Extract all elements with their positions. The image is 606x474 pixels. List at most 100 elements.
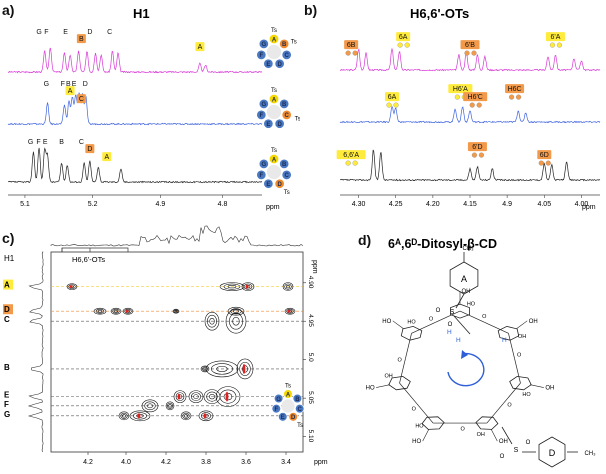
peak-label: 6A [388, 94, 397, 101]
peak-marker-dot [516, 94, 522, 100]
panel-c-left-projection [27, 251, 44, 453]
bond [422, 429, 430, 442]
peak-label: 6B [347, 42, 356, 49]
peak-marker-dot [549, 42, 555, 48]
peak-label-box [336, 150, 366, 160]
contour-ring [204, 311, 220, 331]
peak-label: 6'D [472, 144, 482, 151]
proton-label: H [502, 337, 507, 344]
glucose-unit [292, 393, 303, 404]
peak-label-box [76, 34, 86, 44]
tosyl-label: Ts [271, 148, 277, 154]
peak-label-box [467, 142, 487, 152]
peak-marker-dot [454, 94, 460, 100]
contour-ring [216, 365, 228, 372]
glucose-unit-label: G [262, 42, 267, 48]
peak-label: G [36, 29, 41, 36]
peak-label: A [68, 88, 73, 95]
peak-marker-dot [386, 102, 392, 108]
peak-label: 6,6'A [343, 152, 359, 159]
row-label: B [4, 363, 10, 372]
row-label: A [4, 281, 10, 290]
contour-ring [241, 282, 255, 291]
bond [530, 384, 544, 388]
oxygen-label: O [526, 440, 531, 446]
pyranose-ring [475, 416, 499, 430]
hydroxyl-label: HO [522, 392, 531, 398]
bond [490, 429, 498, 442]
contour-ring [141, 399, 159, 413]
spectrum-trace-middle [7, 92, 263, 126]
contour-ring [232, 316, 240, 326]
hydroxyl-label: OH [499, 439, 508, 445]
glycosidic-oxygen: O [412, 406, 417, 412]
glucose-unit-label: D [277, 182, 282, 188]
bond [399, 382, 417, 404]
peak-label: E [72, 81, 77, 88]
contour-ring [68, 284, 76, 289]
contour-ring [205, 360, 239, 378]
scheme-core [266, 164, 282, 180]
peak-label: G [44, 81, 49, 88]
y-tick-label: 4.90 [307, 276, 314, 289]
glucose-unit-label: A [272, 157, 277, 163]
glucose-unit-label: A [286, 392, 291, 398]
ring-a-label: A [461, 274, 467, 284]
peak-marker-dot [509, 94, 515, 100]
contour-ring [114, 309, 118, 313]
tick-label: 4.9 [156, 201, 166, 208]
contour-ring [211, 363, 233, 375]
glucose-unit [263, 58, 274, 69]
peak-label: D [83, 81, 88, 88]
contour-ring [66, 283, 78, 290]
glucose-unit [281, 49, 292, 60]
contour-ring [229, 312, 243, 330]
panel-a-axis: 5.1 5.2 4.9 4.8 [8, 194, 262, 208]
peak-label: C [107, 29, 112, 36]
scheme-1: A Ts BC Ts D EFG [256, 88, 300, 129]
peak-label: H6'C [468, 94, 483, 101]
glucose-unit-label: C [285, 53, 290, 59]
glucose-unit-label: B [295, 397, 300, 403]
peak-label-box [76, 94, 86, 104]
contour-ring [284, 307, 296, 315]
oxygen-label: O [500, 454, 505, 460]
panel-c-top-projection [50, 225, 304, 247]
tick-label: 4.8 [218, 201, 228, 208]
contour-ring [133, 412, 147, 420]
tick-label: 5.1 [20, 201, 30, 208]
peak-label: D [87, 29, 92, 36]
peak-label-box [102, 152, 112, 162]
left-projection-trace [27, 251, 44, 453]
glucose-unit [279, 38, 290, 49]
panel-b-chart: H6,6'-OTs 6B 6A 6'B 6'A 6A H6'AH6'C H6C 6,6'A 6'… [336, 6, 601, 211]
peak-marker-dot [393, 102, 399, 108]
row-label: D [4, 305, 10, 314]
glucose-unit-label: A [272, 37, 277, 43]
hydroxyl-label: HO [407, 319, 416, 325]
hydroxyl-label: HO [366, 386, 375, 392]
hydroxyl-label: HO [382, 319, 391, 325]
glucose-unit [281, 109, 292, 120]
peak-label: B [59, 139, 64, 146]
row-label: F [4, 400, 9, 409]
peak-label: F [36, 139, 40, 146]
ring-d-label: D [549, 448, 556, 458]
contour-ring [236, 358, 254, 380]
glucose-unit-label: F [259, 113, 263, 119]
top-projection-trace [50, 225, 304, 247]
pyranose-ring [497, 325, 520, 341]
panel-c-label: c) [2, 230, 15, 246]
glucose-unit [258, 98, 269, 109]
contour-red-center [242, 363, 246, 374]
contour-ring [112, 308, 120, 314]
bond [516, 320, 528, 330]
contour-ring [175, 392, 185, 401]
bond [508, 333, 515, 359]
peak-label-box [463, 92, 488, 102]
contour-red-center [125, 309, 129, 313]
glucose-unit [263, 178, 274, 189]
glucose-unit-label: B [282, 162, 287, 168]
spectrum-trace-middle [339, 105, 601, 124]
